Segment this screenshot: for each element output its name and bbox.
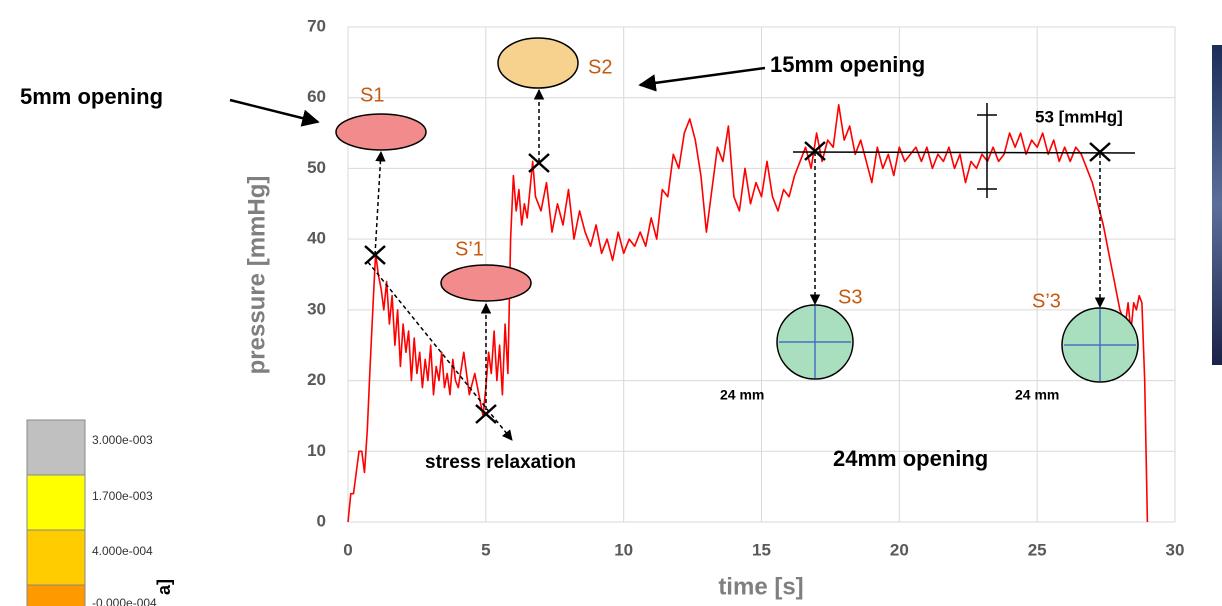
y-axis-title: pressure [mmHg] bbox=[243, 176, 270, 375]
arrow bbox=[229, 98, 320, 127]
ellipse bbox=[440, 264, 532, 302]
ellipse bbox=[335, 113, 427, 151]
annotation: 24 mm bbox=[720, 387, 764, 403]
grid: 0 10 20 30 40 50 60 70 0 5 10 15 20 25 30 bbox=[307, 16, 1184, 559]
marker bbox=[364, 245, 386, 265]
level-line bbox=[792, 151, 1136, 154]
annotation: S’3 bbox=[1032, 290, 1061, 312]
colorbar-segment bbox=[26, 529, 86, 586]
marker bbox=[804, 141, 826, 161]
y-tick-label: 10 bbox=[307, 441, 326, 460]
y-tick-label: 50 bbox=[307, 158, 326, 177]
annotation: S3 bbox=[838, 286, 862, 308]
x-tick-label: 20 bbox=[890, 540, 909, 559]
ellipse bbox=[497, 37, 579, 89]
annotations bbox=[229, 37, 1139, 441]
colorbar-label: 3.000e-003 bbox=[92, 433, 153, 447]
y-tick-label: 60 bbox=[307, 87, 326, 106]
y-tick-label: 20 bbox=[307, 370, 326, 389]
y-tick-label: 40 bbox=[307, 229, 326, 248]
colorbar-segment bbox=[26, 419, 86, 476]
x-tick-label: 0 bbox=[343, 540, 352, 559]
annotation: 53 [mmHg] bbox=[1035, 107, 1123, 126]
y-tick-label: 30 bbox=[307, 299, 326, 318]
marker bbox=[475, 404, 497, 424]
colorbar-segment bbox=[26, 584, 86, 606]
colorbar-label: -0.000e-004 bbox=[92, 596, 157, 606]
arrow bbox=[638, 66, 766, 92]
colorbar-unit: a] bbox=[154, 579, 174, 595]
x-axis-title: time [s] bbox=[718, 573, 803, 600]
plot bbox=[347, 104, 1149, 523]
arrow bbox=[374, 150, 386, 256]
axes-cross bbox=[1064, 309, 1136, 381]
axes-cross bbox=[779, 306, 851, 378]
y-tick-label: 0 bbox=[317, 511, 326, 530]
x-tick-label: 5 bbox=[481, 540, 490, 559]
annotation: 5mm opening bbox=[20, 84, 163, 109]
colorbar-label: 4.000e-004 bbox=[92, 544, 153, 558]
x-tick-label: 10 bbox=[614, 540, 633, 559]
annotation: stress relaxation bbox=[425, 452, 576, 473]
colorbar-label: 1.700e-003 bbox=[92, 489, 153, 503]
colorbar-segment bbox=[26, 474, 86, 531]
marker bbox=[528, 153, 550, 173]
line bbox=[347, 104, 1149, 523]
annotation: S1 bbox=[360, 84, 384, 106]
x-tick-label: 25 bbox=[1028, 540, 1047, 559]
annotation: 24 mm bbox=[1015, 387, 1059, 403]
x-tick-label: 15 bbox=[752, 540, 771, 559]
annotation: S2 bbox=[588, 56, 612, 78]
marker bbox=[1089, 142, 1111, 162]
annotation: 24mm opening bbox=[833, 446, 988, 471]
y-tick-label: 70 bbox=[307, 16, 326, 35]
arrow bbox=[367, 261, 513, 441]
annotation: 15mm opening bbox=[770, 52, 925, 77]
markers bbox=[364, 141, 1111, 424]
photo bbox=[1212, 45, 1222, 365]
colorbar: 3.000e-003 1.700e-003 4.000e-004 -0.000e… bbox=[26, 419, 174, 606]
x-tick-label: 30 bbox=[1166, 540, 1185, 559]
annotation: S’1 bbox=[455, 238, 484, 260]
